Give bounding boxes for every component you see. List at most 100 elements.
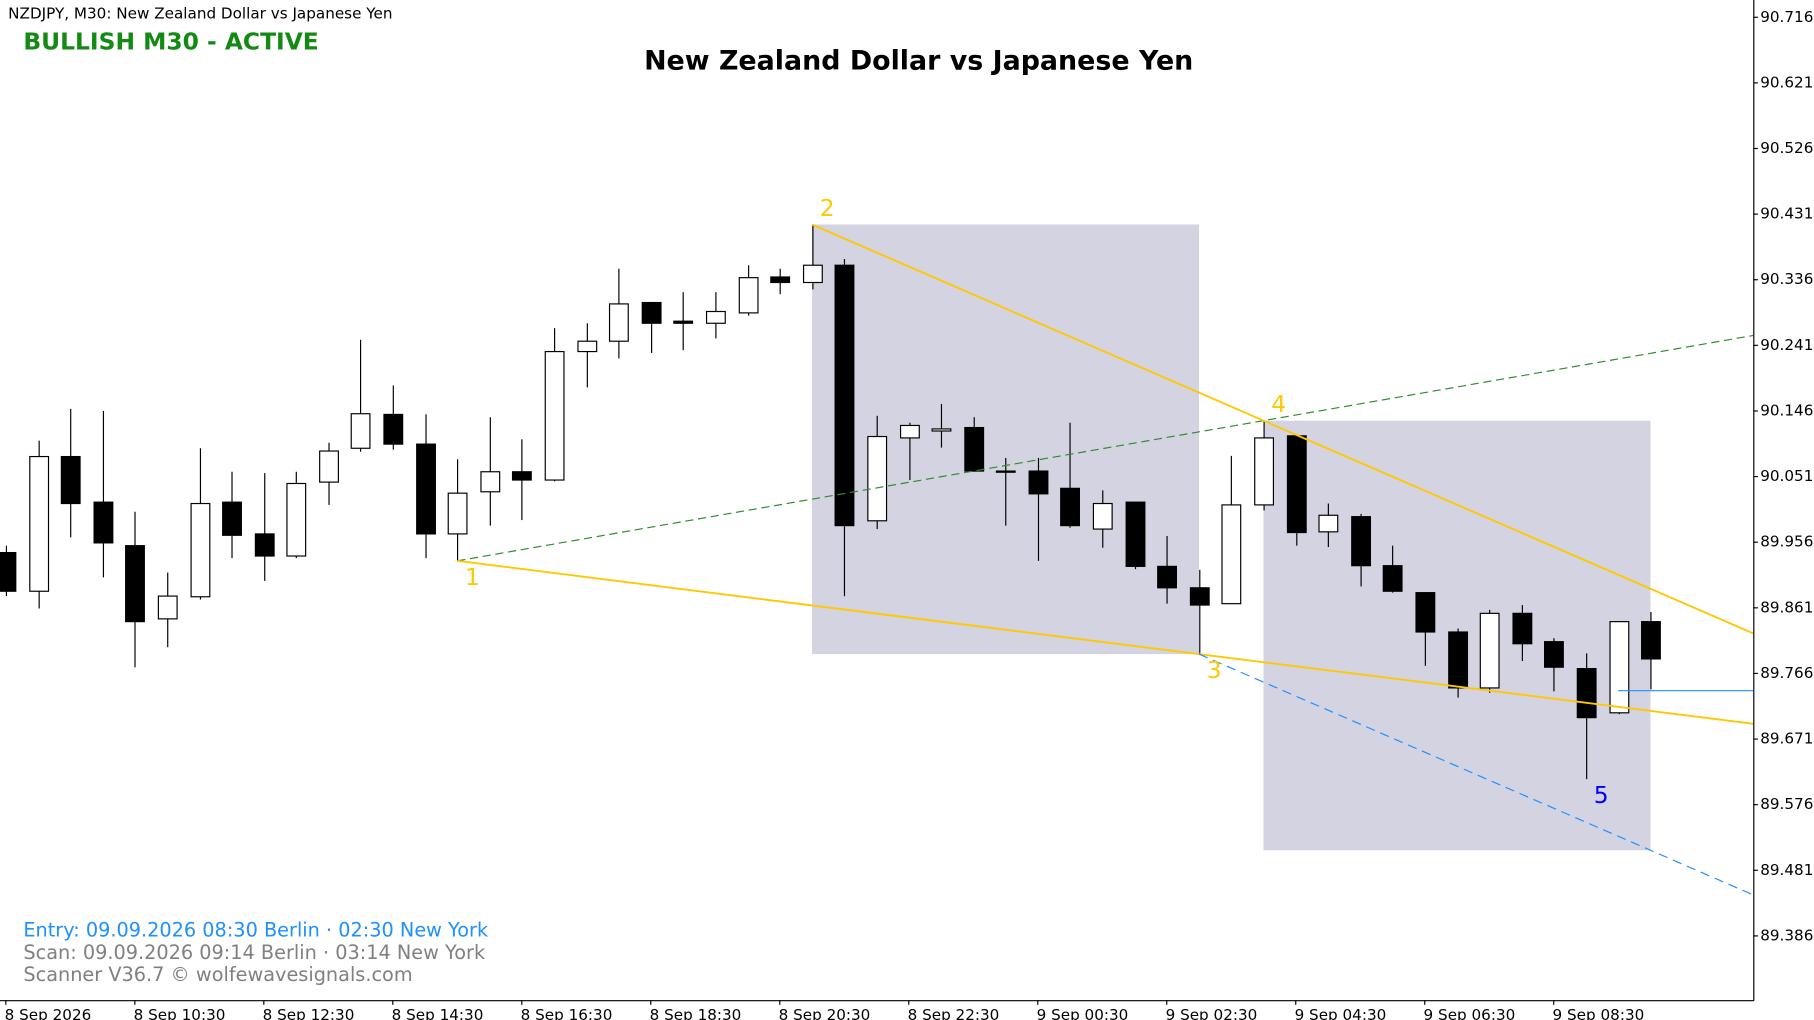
y-tick-label: 89.861 <box>1760 598 1813 616</box>
candle-body <box>1092 502 1113 530</box>
candle-body <box>608 303 629 342</box>
y-tick-label: 89.481 <box>1760 861 1813 879</box>
candle-body <box>1318 514 1339 533</box>
candle-body <box>93 501 114 544</box>
candle-body <box>190 502 211 598</box>
candle-body <box>802 264 823 284</box>
y-tick-label: 90.336 <box>1760 270 1813 288</box>
candle-body <box>29 455 50 592</box>
candle-body <box>1028 470 1049 495</box>
y-tick-label: 90.621 <box>1760 73 1813 91</box>
x-tick-label: 8 Sep 18:30 <box>650 1006 742 1020</box>
x-tick-label: 8 Sep 10:30 <box>134 1006 226 1020</box>
x-tick-label: 8 Sep 2026 <box>5 1006 92 1020</box>
annotations: 1 2 3 4 5 Entry: 09.09.2026 08:30 Berlin · 02… <box>23 194 1608 986</box>
candle-body <box>319 450 339 483</box>
x-tick-label: 8 Sep 12:30 <box>263 1006 355 1020</box>
candle-body <box>511 471 532 481</box>
trend-line <box>457 334 1754 562</box>
wave-lines <box>457 223 1754 896</box>
footer-line: Entry: 09.09.2026 08:30 Berlin · 02:30 N… <box>23 919 489 942</box>
chart-title: New Zealand Dollar vs Japanese Yen <box>644 45 1193 76</box>
candle-body <box>931 428 952 432</box>
x-tick-label: 8 Sep 14:30 <box>392 1006 484 1020</box>
wave-point-label: 3 <box>1207 656 1222 684</box>
candle-body <box>770 276 791 284</box>
y-tick-label: 90.146 <box>1760 401 1813 419</box>
x-tick-label: 9 Sep 08:30 <box>1553 1006 1645 1020</box>
y-tick-label: 90.241 <box>1760 336 1813 354</box>
candle-body <box>1576 668 1597 719</box>
x-tick-label: 9 Sep 02:30 <box>1166 1006 1258 1020</box>
time-boxes <box>812 224 1651 851</box>
candle-body <box>383 413 404 445</box>
candle-body <box>995 470 1016 473</box>
candle-body <box>867 435 888 522</box>
target-line <box>1198 653 1754 896</box>
candle-body <box>899 424 920 439</box>
y-tick-label: 89.671 <box>1760 730 1813 748</box>
candle-body <box>1286 435 1307 534</box>
status-label: BULLISH M30 - ACTIVE <box>23 28 318 56</box>
x-tick-label: 8 Sep 16:30 <box>521 1006 613 1020</box>
wave-point-label: 1 <box>465 563 480 591</box>
candle-body <box>705 310 726 324</box>
candle-body <box>1415 592 1436 633</box>
candle-body <box>834 264 855 527</box>
candle-body <box>1254 437 1275 506</box>
candle-body <box>1060 487 1080 527</box>
candle-body <box>157 595 178 620</box>
candle-body <box>480 471 501 493</box>
candle-body <box>738 277 759 314</box>
wave-point-label: 2 <box>820 194 835 222</box>
y-tick-label: 90.526 <box>1760 139 1813 157</box>
candle-body <box>1189 587 1210 606</box>
candle-body <box>1157 565 1177 589</box>
x-tick-label: 9 Sep 00:30 <box>1037 1006 1129 1020</box>
y-tick-label: 90.431 <box>1760 205 1813 223</box>
symbol-label: NZDJPY, M30: New Zealand Dollar vs Japan… <box>8 5 392 23</box>
y-tick-label: 89.766 <box>1760 664 1813 682</box>
wave-point-label: 4 <box>1271 390 1286 418</box>
candle-body <box>60 455 81 505</box>
footer-line: Scanner V36.7 © wolfewavesignals.com <box>23 963 412 986</box>
y-tick-label: 89.956 <box>1760 533 1813 551</box>
candle-body <box>1512 612 1533 645</box>
wave-line <box>457 559 1754 725</box>
candle-body <box>544 350 565 481</box>
candle-body <box>1609 621 1630 714</box>
y-tick-label: 89.576 <box>1760 795 1813 813</box>
x-tick-label: 9 Sep 04:30 <box>1295 1006 1387 1020</box>
candle-body <box>447 492 468 535</box>
candle-body <box>1382 565 1403 592</box>
candle-body <box>1125 501 1146 567</box>
candle-body <box>964 426 985 472</box>
candle-body <box>1641 621 1661 660</box>
wave-line <box>811 223 1754 635</box>
candle-body <box>673 320 694 324</box>
candle-body <box>641 301 662 324</box>
candle-body <box>350 413 371 449</box>
y-tick-label: 90.051 <box>1760 467 1813 485</box>
candle-body <box>125 545 145 623</box>
candle-body <box>1351 516 1372 567</box>
candle-body <box>577 340 598 353</box>
x-tick-label: 9 Sep 06:30 <box>1424 1006 1516 1020</box>
candle-body <box>1221 504 1242 605</box>
y-tick-label: 89.386 <box>1760 926 1813 944</box>
candles <box>0 224 1661 780</box>
candle-body <box>254 533 275 557</box>
wave-point-label: 5 <box>1594 781 1609 809</box>
x-tick-label: 8 Sep 20:30 <box>779 1006 871 1020</box>
candle-body <box>416 443 436 535</box>
footer-line: Scan: 09.09.2026 09:14 Berlin · 03:14 Ne… <box>23 941 486 964</box>
candle-body <box>222 501 242 536</box>
candle-body <box>286 482 307 557</box>
y-tick-label: 90.716 <box>1760 8 1813 26</box>
candle-body <box>1544 641 1564 668</box>
x-tick-label: 8 Sep 22:30 <box>908 1006 1000 1020</box>
candle-body <box>1448 631 1469 689</box>
